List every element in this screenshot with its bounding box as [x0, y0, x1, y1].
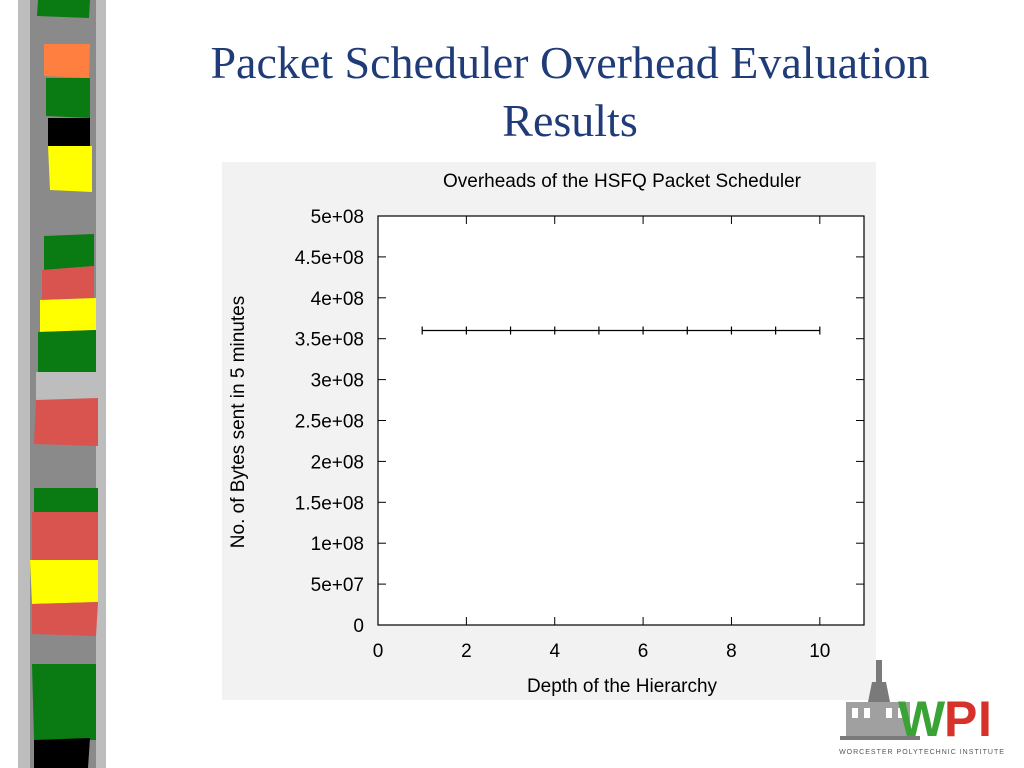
y-axis: 0 5e+07 1e+08 1.5e+08 2e+08 2.5e+08 3e+08 3.5e+…: [295, 207, 864, 637]
decorative-color-strip: [0, 0, 110, 768]
logo-letter-i: I: [978, 691, 992, 747]
line-chart: Overheads of the HSFQ Packet Scheduler 0…: [228, 171, 865, 697]
chart-panel: Overheads of the HSFQ Packet Scheduler 0…: [222, 162, 876, 700]
slide-title-line-1: Packet Scheduler Overhead Evaluation: [210, 37, 930, 88]
x-tick-label: 2: [461, 641, 472, 662]
y-tick-label: 1e+08: [311, 534, 364, 555]
logo-subtitle: WORCESTER POLYTECHNIC INSTITUTE: [839, 749, 1005, 756]
y-tick-label: 5e+07: [311, 575, 364, 596]
x-axis: 0 2 4 6 8 10: [373, 216, 830, 662]
x-tick-label: 0: [373, 641, 384, 662]
series-layer: [421, 326, 821, 335]
x-axis-label: Depth of the Hierarchy: [527, 676, 718, 697]
logo-letter-w: W: [898, 691, 946, 747]
wpi-logo: W P I WORCESTER POLYTECHNIC INSTITUTE: [839, 660, 1005, 756]
y-tick-label: 2e+08: [311, 452, 364, 473]
slide-title: Packet Scheduler Overhead Evaluation Res…: [140, 34, 1000, 150]
y-tick-label: 1.5e+08: [295, 493, 364, 514]
y-tick-label: 5e+08: [311, 207, 364, 228]
x-tick-label: 4: [549, 641, 560, 662]
y-axis-label: No. of Bytes sent in 5 minutes: [228, 296, 249, 548]
y-tick-label: 4.5e+08: [295, 248, 364, 269]
slide-title-line-2: Results: [502, 95, 638, 146]
x-tick-label: 10: [809, 641, 830, 662]
tower-icon: [840, 660, 920, 740]
chart-title: Overheads of the HSFQ Packet Scheduler: [443, 171, 802, 192]
y-tick-label: 4e+08: [311, 289, 364, 310]
x-tick-label: 6: [638, 641, 649, 662]
y-tick-label: 2.5e+08: [295, 412, 364, 433]
logo-letter-p: P: [944, 691, 977, 747]
y-tick-label: 3e+08: [311, 371, 364, 392]
plot-area-frame: [377, 215, 865, 626]
y-tick-label: 3.5e+08: [295, 330, 364, 351]
x-tick-label: 8: [726, 641, 737, 662]
y-tick-label: 0: [353, 616, 364, 637]
